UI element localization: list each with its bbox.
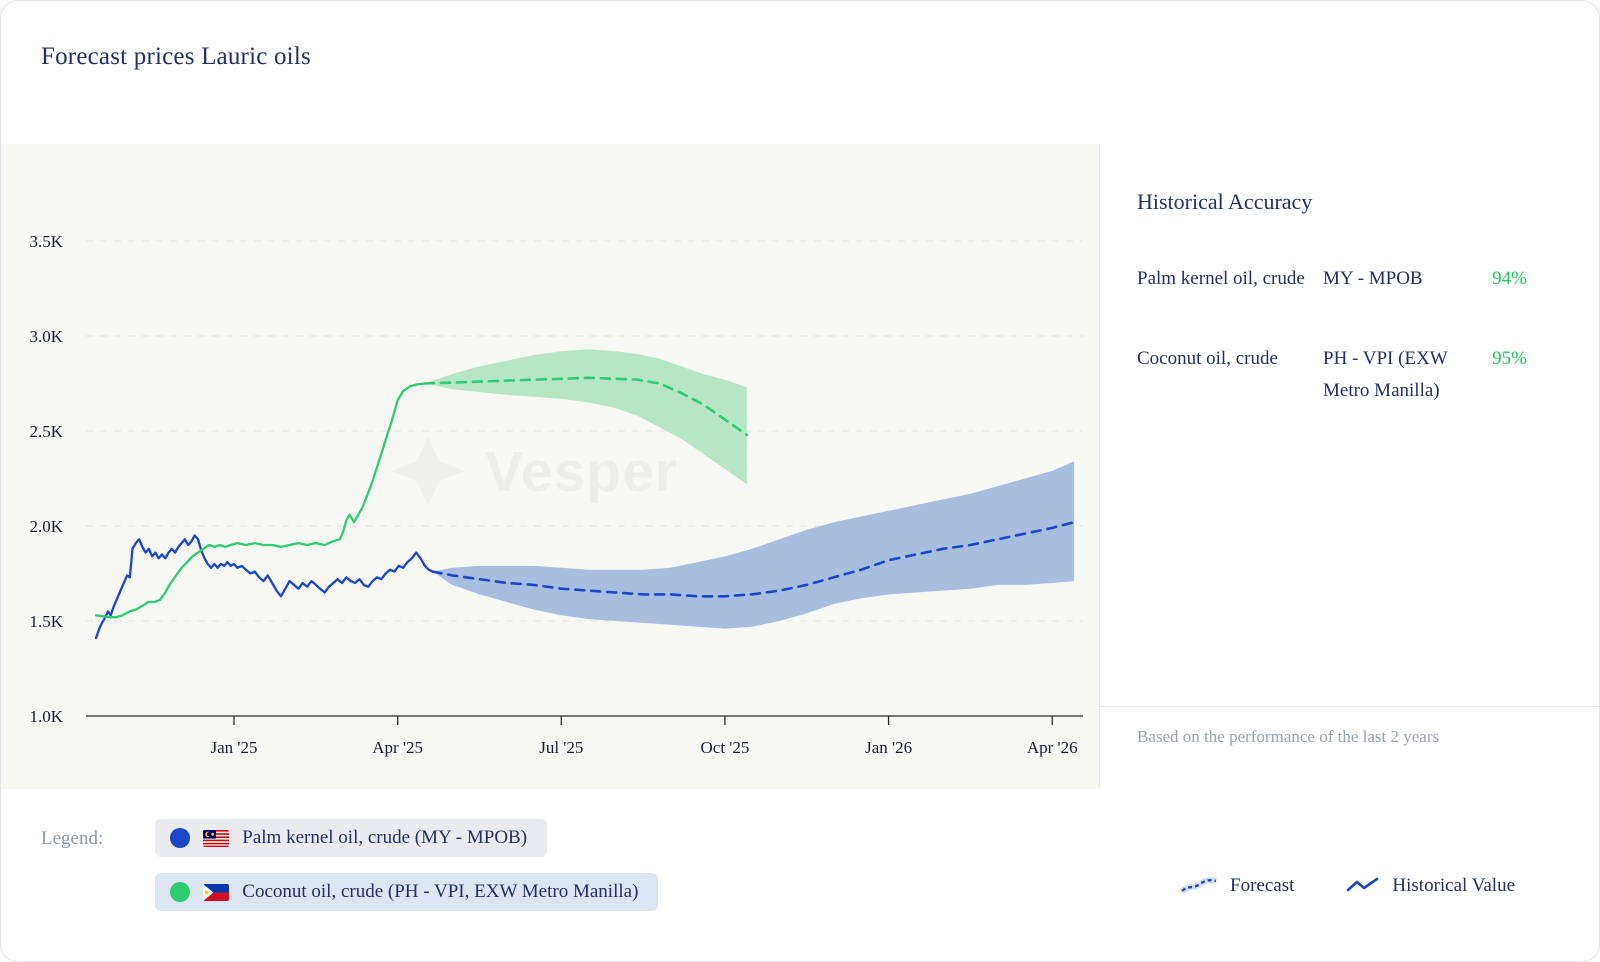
accuracy-percent: 95% [1492, 347, 1527, 369]
forecast-line [423, 376, 749, 437]
series-color-dot-green [170, 882, 191, 902]
legend-footer: Legend: [1, 789, 1599, 961]
x-tick-label: Oct '25 [701, 738, 750, 757]
historical-line-icon [1347, 877, 1379, 892]
legend-group: Legend: [41, 819, 659, 911]
x-tick-label: Apr '25 [372, 738, 423, 757]
accuracy-source: PH - VPI (EXW Metro Manilla) [1323, 347, 1448, 401]
historical-line [94, 534, 434, 640]
y-tick-label: 3.5K [29, 232, 63, 251]
legend-pills: Palm kernel oil, crude (MY - MPOB) Cocon… [155, 819, 659, 911]
forecast-line-icon [1180, 877, 1217, 894]
accuracy-footnote: Based on the performance of the last 2 y… [1137, 727, 1440, 746]
forecast-line-label: Forecast [1230, 875, 1295, 896]
main-content: 1.0K 1.5K 2.0K 2.5K 3.0K 3.5K Vesper Jan '25 Apr… [1, 144, 1599, 789]
forecast-line-legend: Forecast [1180, 875, 1294, 897]
accuracy-percent: 94% [1492, 268, 1527, 289]
accuracy-source: MY - MPOB [1323, 268, 1423, 289]
accuracy-product: Coconut oil, crude [1137, 347, 1278, 369]
vesper-star-icon [391, 436, 465, 506]
y-tick-label: 1.0K [29, 707, 63, 726]
accuracy-row-coconut: Coconut oil, crude PH - VPI (EXW Metro M… [1137, 343, 1527, 407]
forecast-line [431, 520, 1076, 598]
confidence-band [432, 461, 1075, 629]
legend-item-label: Palm kernel oil, crude (MY - MPOB) [242, 827, 528, 848]
y-tick-label: 2.0K [29, 517, 63, 536]
page-title: Forecast prices Lauric oils [41, 43, 311, 70]
x-tick-label: Jan '26 [865, 738, 912, 757]
x-tick-label: Jul '25 [539, 738, 583, 757]
malaysia-flag-icon [203, 829, 230, 847]
series-color-dot-blue [170, 828, 191, 848]
card-header: Forecast prices Lauric oils [1, 1, 1599, 144]
price-chart[interactable]: 1.0K 1.5K 2.0K 2.5K 3.0K 3.5K Vesper Jan '25 Apr… [1, 144, 1099, 789]
philippines-flag-icon [203, 883, 230, 901]
accuracy-body: Historical Accuracy Palm kernel oil, cru… [1100, 144, 1599, 706]
legend-item-coconut-oil[interactable]: Coconut oil, crude (PH - VPI, EXW Metro … [155, 873, 659, 911]
line-style-legend: Forecast Historical Value [1180, 875, 1515, 897]
confidence-band [424, 349, 747, 485]
y-tick-label: 3.0K [29, 327, 63, 346]
historical-accuracy-panel: Historical Accuracy Palm kernel oil, cru… [1099, 144, 1599, 789]
y-tick-label: 2.5K [29, 422, 63, 441]
legend-item-palm-kernel-oil[interactable]: Palm kernel oil, crude (MY - MPOB) [155, 819, 548, 857]
historical-line-legend: Historical Value [1346, 875, 1515, 897]
x-tick-label: Apr '26 [1027, 738, 1078, 757]
legend-item-label: Coconut oil, crude (PH - VPI, EXW Metro … [242, 881, 639, 902]
x-tick-label: Jan '25 [211, 738, 258, 757]
y-tick-label: 1.5K [29, 612, 63, 631]
watermark-text: Vesper [485, 440, 678, 504]
historical-line-label: Historical Value [1392, 875, 1515, 896]
accuracy-row-palm-kernel: Palm kernel oil, crude MY - MPOB 94% [1137, 263, 1527, 295]
accuracy-footnote-area: Based on the performance of the last 2 y… [1100, 706, 1599, 789]
historical-line [94, 382, 427, 619]
legend-label: Legend: [41, 828, 104, 849]
accuracy-title: Historical Accuracy [1137, 189, 1313, 214]
accuracy-product: Palm kernel oil, crude [1137, 268, 1305, 289]
chart-section: 1.0K 1.5K 2.0K 2.5K 3.0K 3.5K Vesper Jan '25 Apr… [1, 144, 1099, 789]
